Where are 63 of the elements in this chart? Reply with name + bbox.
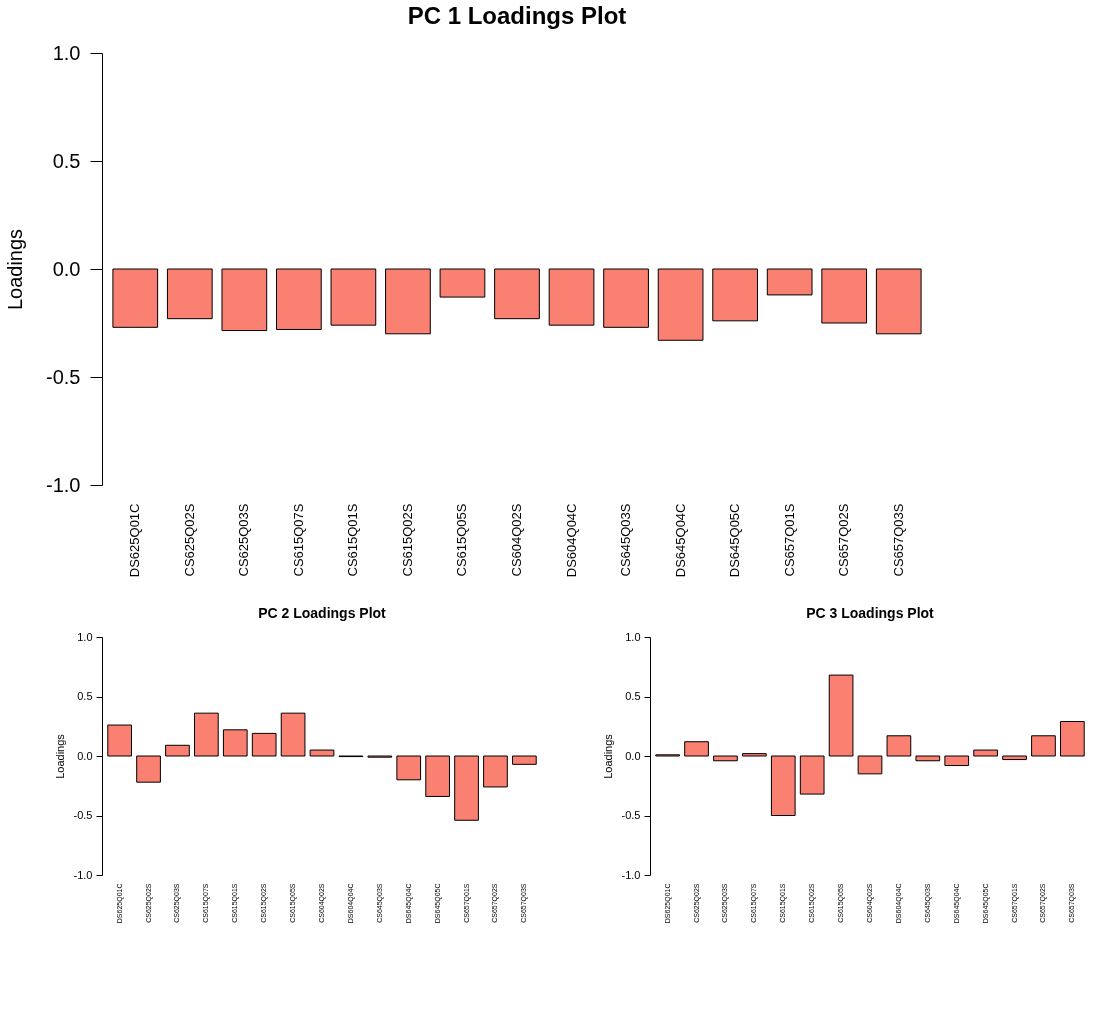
y-tick-label: 1.0 [77,630,93,643]
y-tick-label: 1.0 [52,41,81,64]
y-tick-label: 0.0 [52,257,81,280]
y-tick-label: 0.5 [52,149,81,172]
y-tick-label: -1.0 [73,868,93,881]
x-tick-label: CS645Q03S [618,503,634,577]
y-tick-label: -0.5 [621,809,641,821]
bar [251,732,277,757]
bar [684,741,709,757]
bar [425,755,450,797]
y-tick-label: 0.0 [77,749,93,762]
x-tick-label: CS657Q02S [836,503,852,577]
x-tick-label: CS615Q05S [454,503,470,577]
chart-title: PC 2 Loadings Plot [258,605,387,621]
x-tick-label: CS657Q03S [890,503,906,577]
x-tick-label: DS625Q01C [127,503,143,578]
y-tick-label: -1.0 [46,473,81,496]
y-axis-title: Loadings [601,733,614,779]
y-tick-label: -0.5 [73,809,93,821]
bar [1002,755,1027,761]
bar [512,755,537,765]
bar [165,744,190,757]
x-tick-label: DS645Q05C [727,503,743,578]
bar [857,755,883,775]
y-tick-label: 1.0 [625,630,641,643]
bar [454,755,479,821]
bar [915,755,941,762]
bar [107,724,132,757]
bar [713,755,738,762]
bar [799,755,825,795]
x-tick-label: CS615Q07S [290,503,306,577]
bar [396,755,422,781]
bar [280,712,306,757]
bar [828,674,854,757]
y-tick-label: 0.5 [77,690,93,702]
x-tick-label: DS604Q04C [563,503,579,578]
x-tick-label: CS657Q01S [781,503,797,577]
y-tick-label: 0.5 [625,690,641,702]
y-tick-label: -1.0 [621,868,641,881]
bar [886,735,912,757]
chart-title: PC 3 Loadings Plot [806,605,935,621]
y-tick-label: -0.5 [46,365,81,388]
bar [973,749,998,757]
bar [944,755,970,767]
y-axis-title: Loadings [53,733,66,779]
x-tick-label: CS615Q02S [399,503,415,577]
x-tick-label: CS604Q02S [509,503,524,577]
bar [770,755,796,816]
y-axis-title: Loadings [4,228,27,311]
x-tick-label: CS615Q01S [345,503,361,577]
bar [1060,720,1085,757]
bar [1031,735,1056,757]
bar [136,755,161,783]
bar [222,729,248,757]
bar [483,755,508,788]
x-tick-label: CS625Q03S [236,503,252,577]
y-tick-label: 0.0 [625,749,641,762]
bar [309,749,335,757]
bar [742,753,767,757]
x-tick-label: CS625Q02S [181,503,197,577]
bar [194,712,219,757]
chart-title: PC 1 Loadings Plot [407,2,627,29]
x-tick-label: DS645Q04C [672,503,688,578]
